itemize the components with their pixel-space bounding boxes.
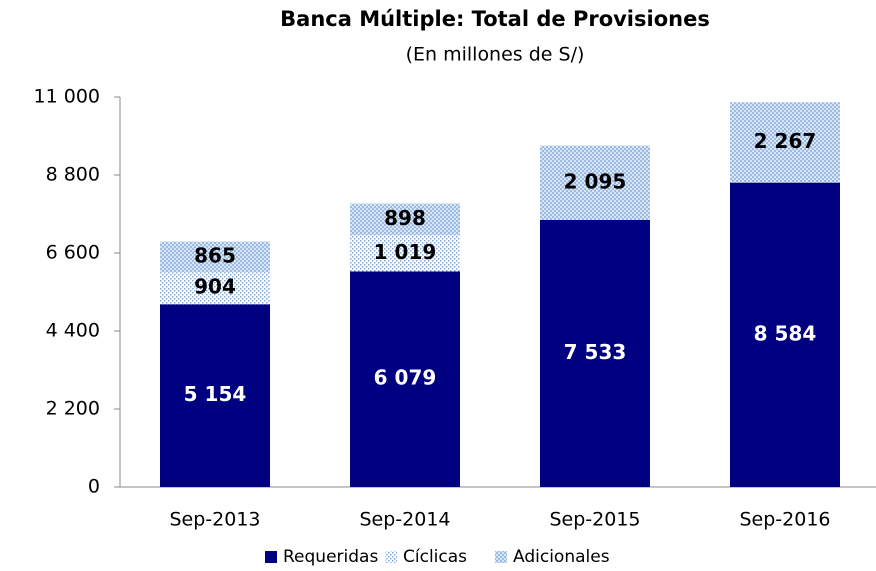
value-label: 2 267 <box>754 129 817 153</box>
bar-segment <box>540 219 650 488</box>
value-label: 6 079 <box>374 366 437 390</box>
x-tick-label: Sep-2013 <box>169 509 260 531</box>
bar-segment <box>350 271 460 487</box>
y-tick-label: 2 200 <box>46 398 100 420</box>
x-tick-label: Sep-2014 <box>359 509 450 531</box>
y-tick-label: 6 600 <box>46 242 100 264</box>
legend-label: Adicionales <box>513 547 610 567</box>
chart-subtitle: (En millones de S/) <box>406 44 585 66</box>
legend-label: Requeridas <box>283 547 378 567</box>
legend-swatch <box>265 551 277 563</box>
value-label: 5 154 <box>184 382 247 406</box>
value-label: 865 <box>194 243 236 267</box>
bar-segment <box>350 203 460 236</box>
bar-segment <box>350 235 460 272</box>
value-label: 904 <box>194 275 236 299</box>
value-label: 2 095 <box>564 169 627 193</box>
bar-segment <box>160 241 270 273</box>
y-tick-label: 4 400 <box>46 320 100 342</box>
y-tick-label: 8 800 <box>46 164 100 186</box>
bar-segment <box>160 304 270 487</box>
bar-segment <box>730 182 840 487</box>
bar-segment <box>160 272 270 305</box>
legend-label: Cíclicas <box>403 547 467 567</box>
y-tick-label: 0 <box>88 476 100 498</box>
bar-segment <box>730 102 840 183</box>
x-tick-label: Sep-2016 <box>739 509 830 531</box>
value-label: 8 584 <box>754 321 817 345</box>
legend-swatch <box>385 551 397 563</box>
bar-segment <box>540 145 650 220</box>
chart-title: Banca Múltiple: Total de Provisiones <box>280 7 710 31</box>
y-tick-label: 11 000 <box>34 86 100 108</box>
value-label: 898 <box>384 206 426 230</box>
value-label: 1 019 <box>374 240 437 264</box>
x-tick-label: Sep-2015 <box>549 509 640 531</box>
value-label: 7 533 <box>564 340 627 364</box>
legend-swatch <box>495 551 507 563</box>
